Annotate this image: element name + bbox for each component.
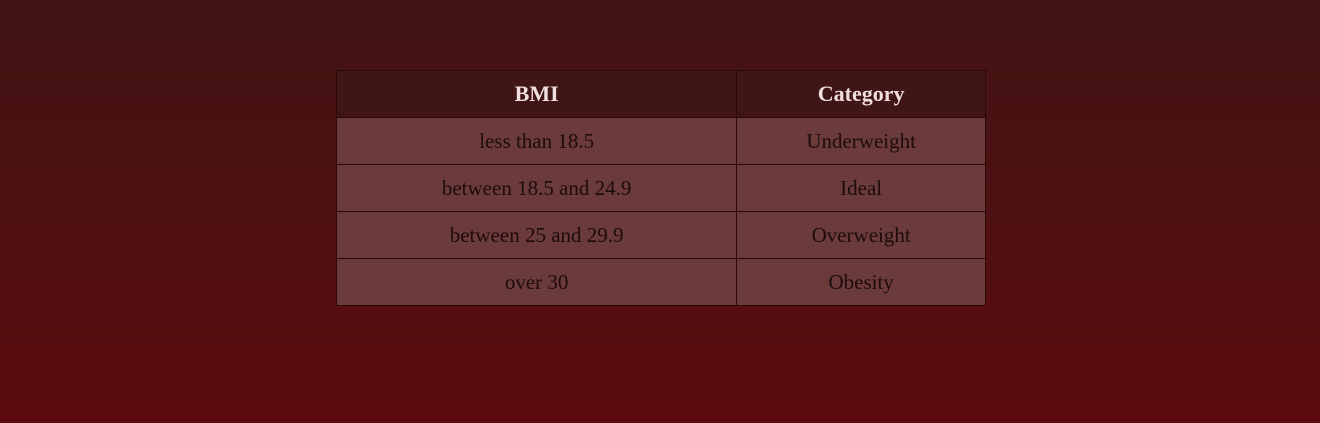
- table-body: less than 18.5 Underweight between 18.5 …: [335, 117, 986, 306]
- table-row: between 18.5 and 24.9 Ideal: [335, 164, 986, 212]
- category-cell: Underweight: [736, 117, 986, 165]
- table-row: over 30 Obesity: [335, 258, 986, 306]
- category-cell: Obesity: [736, 258, 986, 306]
- column-header-category: Category: [736, 70, 986, 118]
- category-cell: Overweight: [736, 211, 986, 259]
- table-row: between 25 and 29.9 Overweight: [335, 211, 986, 259]
- bmi-category-table: BMI Category less than 18.5 Underweight …: [335, 70, 986, 306]
- table-row: less than 18.5 Underweight: [335, 117, 986, 165]
- table-header: BMI Category: [335, 70, 986, 118]
- category-cell: Ideal: [736, 164, 986, 212]
- bmi-range-cell: between 25 and 29.9: [335, 211, 738, 259]
- bmi-range-cell: less than 18.5: [335, 117, 738, 165]
- table-header-row: BMI Category: [335, 70, 986, 118]
- bmi-range-cell: between 18.5 and 24.9: [335, 164, 738, 212]
- column-header-bmi: BMI: [335, 70, 738, 118]
- bmi-range-cell: over 30: [335, 258, 738, 306]
